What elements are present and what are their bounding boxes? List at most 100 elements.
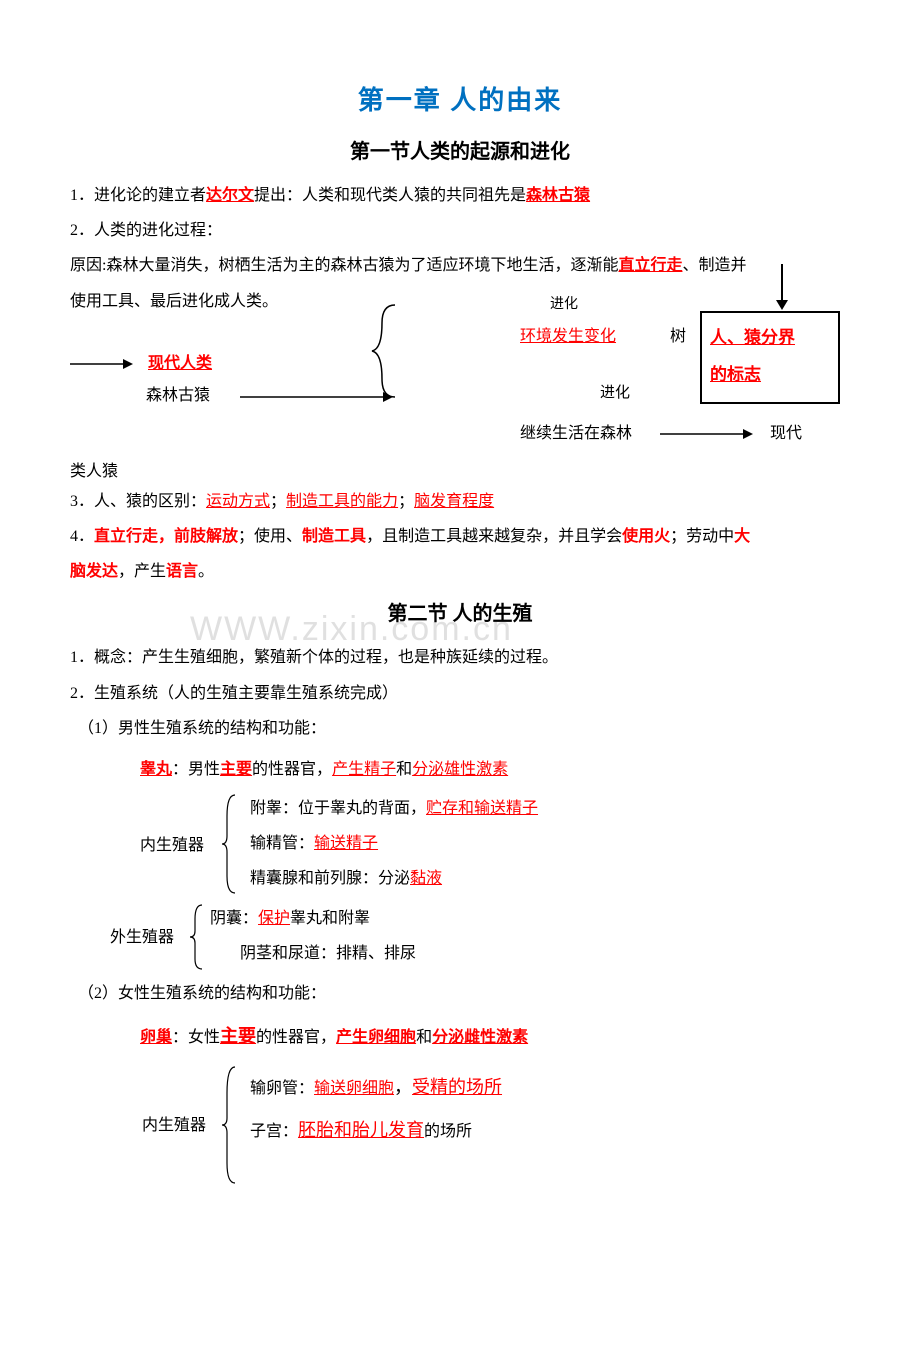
sep1: ；	[270, 493, 286, 510]
modern-human: 现代人类	[148, 349, 212, 373]
mm-b: ：男性	[172, 761, 220, 778]
m-out1-a: 阴囊：	[210, 910, 258, 927]
s1-p7-c: 语言	[166, 563, 198, 580]
female-main: 卵巢：女性主要的性器官，产生卵细胞和分泌雌性激素	[70, 1017, 850, 1057]
m-in3-b: 黏液	[410, 870, 442, 887]
s1-p2: 2．人类的进化过程：	[70, 213, 850, 248]
f-in-label: 内生殖器	[142, 1111, 206, 1135]
female-inner-brace	[220, 1063, 240, 1188]
m-in3: 精囊腺和前列腺：分泌黏液	[250, 861, 442, 896]
male-outer-group: 外生殖器 阴囊：保护睾丸和附睾 阴茎和尿道：排精、排尿	[70, 901, 850, 976]
s1-p1: 1．进化论的建立者达尔文提出：人类和现代类人猿的共同祖先是森林古猿	[70, 178, 850, 213]
male-inner-brace	[220, 791, 240, 897]
ape-like: 类人猿	[70, 457, 118, 481]
m-out2: 阴茎和尿道：排精、排尿	[240, 936, 416, 971]
s2-p1: 1．概念：产生生殖细胞，繁殖新个体的过程，也是种族延续的过程。	[70, 640, 850, 675]
m-out1-b: 保护	[258, 910, 290, 927]
m-in2-a: 输精管：	[250, 835, 314, 852]
section1-title: 第一节人类的起源和进化	[70, 135, 850, 164]
s1-p7: 脑发达，产生语言。	[70, 554, 850, 589]
s1-p3-a: 原因:森林大量消失，树栖生活为主的森林古猿为了适应环境下地生活，逐渐能	[70, 257, 618, 274]
s2-p4: （2）女性生殖系统的结构和功能：	[70, 976, 850, 1011]
chapter-title: 第一章 人的由来	[70, 80, 850, 117]
f-in1-c: ，	[394, 1077, 412, 1097]
s1-p6: 4．直立行走，前肢解放；使用、制造工具，且制造工具越来越复杂，并且学会使用火；劳…	[70, 519, 850, 554]
m-in1: 附睾：位于睾丸的背面，贮存和输送精子	[250, 791, 538, 826]
s1-p1-a: 1．进化论的建立者	[70, 187, 206, 204]
s1-p7-d: 。	[198, 563, 214, 580]
mm-a: 睾丸	[140, 761, 172, 778]
s1-p1-d: 森林古猿	[526, 187, 590, 204]
m-in1-a: 附睾：位于睾丸的背面，	[250, 800, 426, 817]
s1-p7-a: 脑发达	[70, 563, 118, 580]
f-in1-a: 输卵管：	[250, 1080, 314, 1097]
m-in3-a: 精囊腺和前列腺：分泌	[250, 870, 410, 887]
arrow-forest-right	[240, 387, 400, 407]
mm-e: 产生精子	[332, 761, 396, 778]
mm-g: 分泌雄性激素	[412, 761, 508, 778]
arrow-to-modern-human	[70, 354, 140, 374]
forest-ape: 森林古猿	[146, 381, 210, 405]
f-in1-d: 受精的场所	[412, 1077, 502, 1097]
f-in1: 输卵管：输送卵细胞，受精的场所	[250, 1068, 502, 1108]
female-inner-group: 内生殖器 输卵管：输送卵细胞，受精的场所 子宫：胚胎和胎儿发育的场所	[70, 1063, 850, 1193]
arrow-to-modern	[660, 424, 760, 444]
male-outer-brace	[188, 901, 206, 973]
s1-p5-a: 3．人、猿的区别：	[70, 493, 206, 510]
env-change: 环境发生变化	[520, 319, 616, 354]
sep2: ；	[398, 493, 414, 510]
s1-p6-b: 直立行走，前肢解放	[94, 528, 238, 545]
s1-p5: 3．人、猿的区别：运动方式；制造工具的能力；脑发育程度	[70, 484, 850, 519]
s1-p7-b: ，产生	[118, 563, 166, 580]
s1-p6-d: 制造工具	[302, 528, 366, 545]
section2-title: 第二节 人的生殖	[70, 597, 850, 626]
cont-forest: 继续生活在森林	[520, 419, 632, 443]
m-in2: 输精管：输送精子	[250, 826, 378, 861]
modern: 现代	[770, 419, 802, 443]
fm-e: 产生卵细胞	[336, 1029, 416, 1046]
fm-a: 卵巢	[140, 1029, 172, 1046]
page-container: WWW.zixin.com.cn 第一章 人的由来 第一节人类的起源和进化 1．…	[0, 0, 920, 1360]
s1-p5-b: 运动方式	[206, 493, 270, 510]
s1-p5-c: 制造工具的能力	[286, 493, 398, 510]
mm-c: 主要	[220, 761, 252, 778]
male-inner-group: 内生殖器 附睾：位于睾丸的背面，贮存和输送精子 输精管：输送精子 精囊腺和前列腺…	[70, 791, 850, 901]
boundary-box: 人、猿分界 的标志	[700, 311, 840, 404]
male-main: 睾丸：男性主要的性器官，产生精子和分泌雄性激素	[70, 752, 850, 787]
fm-f: 和	[416, 1029, 432, 1046]
s1-p6-h: 大	[734, 528, 750, 545]
f-in2-a: 子宫：	[250, 1123, 298, 1140]
m-out-label: 外生殖器	[110, 923, 174, 947]
big-brace	[370, 301, 400, 401]
m-in1-b: 贮存和输送精子	[426, 800, 538, 817]
s1-p6-f: 使用火	[622, 528, 670, 545]
s2-p3: （1）男性生殖系统的结构和功能：	[70, 711, 850, 746]
tree-char: 树	[670, 319, 686, 354]
fm-d: 的性器官，	[256, 1029, 336, 1046]
s1-p6-a: 4．	[70, 528, 94, 545]
f-in2-c: 的场所	[424, 1123, 472, 1140]
evo2: 进化	[600, 381, 630, 402]
s1-p3-c: 、制造并	[682, 257, 746, 274]
mm-f: 和	[396, 761, 412, 778]
arrow-down-to-box	[770, 264, 800, 314]
s1-p6-c: ；使用、	[238, 528, 302, 545]
box-line1: 人、猿分界	[710, 328, 795, 347]
f-in2-b: 胚胎和胎儿发育	[298, 1120, 424, 1140]
s1-p1-c: 提出：人类和现代类人猿的共同祖先是	[254, 187, 526, 204]
box-line2: 的标志	[710, 365, 761, 384]
mm-d: 的性器官，	[252, 761, 332, 778]
m-in-label: 内生殖器	[140, 831, 204, 855]
fm-b: ：女性	[172, 1029, 220, 1046]
s1-p3: 原因:森林大量消失，树栖生活为主的森林古猿为了适应环境下地生活，逐渐能直立行走、…	[70, 248, 850, 283]
m-out1: 阴囊：保护睾丸和附睾	[210, 901, 370, 936]
f-in2: 子宫：胚胎和胎儿发育的场所	[250, 1111, 472, 1151]
s1-p4: 使用工具、最后进化成人类。	[70, 293, 278, 310]
content-layer: 第一章 人的由来 第一节人类的起源和进化 1．进化论的建立者达尔文提出：人类和现…	[70, 80, 850, 1193]
fm-c: 主要	[220, 1026, 256, 1046]
m-out1-c: 睾丸和附睾	[290, 910, 370, 927]
s2-p2: 2．生殖系统（人的生殖主要靠生殖系统完成）	[70, 676, 850, 711]
f-in1-b: 输送卵细胞	[314, 1080, 394, 1097]
s1-p3-b: 直立行走	[618, 257, 682, 274]
s1-p6-e: ，且制造工具越来越复杂，并且学会	[366, 528, 622, 545]
